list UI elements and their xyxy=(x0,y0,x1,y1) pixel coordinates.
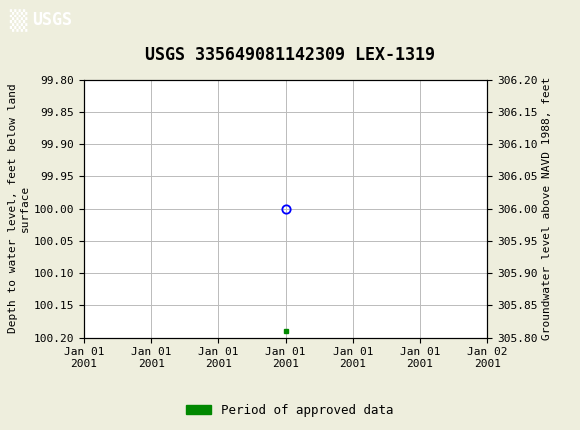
Text: USGS: USGS xyxy=(32,12,72,29)
Text: USGS 335649081142309 LEX-1319: USGS 335649081142309 LEX-1319 xyxy=(145,46,435,64)
Y-axis label: Groundwater level above NAVD 1988, feet: Groundwater level above NAVD 1988, feet xyxy=(542,77,552,340)
Legend: Period of approved data: Period of approved data xyxy=(181,399,399,421)
Y-axis label: Depth to water level, feet below land
surface: Depth to water level, feet below land su… xyxy=(8,84,30,333)
Text: ▒: ▒ xyxy=(9,9,26,32)
